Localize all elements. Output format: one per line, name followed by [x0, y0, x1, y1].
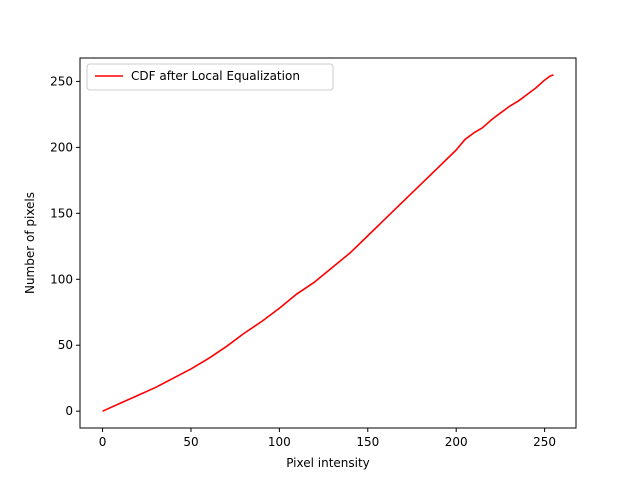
legend-box	[86, 63, 334, 91]
x-tick-label: 100	[268, 435, 291, 449]
x-axis-ticks: 0 50 100 150 200 250	[99, 428, 556, 449]
y-tick-label: 150	[50, 206, 73, 220]
x-tick-label: 0	[99, 435, 107, 449]
x-tick-label: 250	[533, 435, 556, 449]
y-tick-label: 100	[50, 272, 73, 286]
x-tick-label: 150	[356, 435, 379, 449]
x-axis-label: Pixel intensity	[286, 456, 370, 470]
y-axis-label: Number of pixels	[23, 192, 37, 294]
x-tick-label: 50	[183, 435, 198, 449]
series-layer	[102, 74, 554, 412]
legend: CDF after Local Equalization	[86, 63, 334, 91]
x-tick-label: 200	[445, 435, 468, 449]
series-line	[102, 74, 554, 412]
y-tick-label: 250	[50, 74, 73, 88]
y-tick-label: 200	[50, 140, 73, 154]
plot-area	[80, 58, 576, 428]
y-tick-label: 0	[65, 404, 73, 418]
plot-frame	[79, 57, 577, 429]
legend-label: CDF after Local Equalization	[131, 69, 300, 83]
y-axis-ticks: 0 50 100 150 200 250	[50, 74, 80, 418]
y-tick-label: 50	[58, 338, 73, 352]
